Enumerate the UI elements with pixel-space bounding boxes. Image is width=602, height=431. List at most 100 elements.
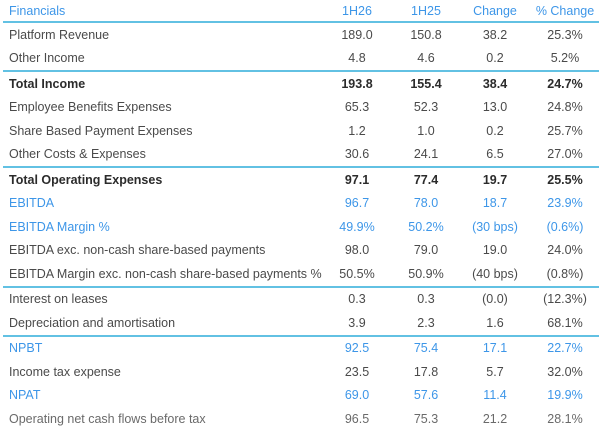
- value-1h26: 193.8: [341, 76, 373, 91]
- row-label: Share Based Payment Expenses: [9, 123, 193, 138]
- value-pct-change: 68.1%: [531, 311, 599, 337]
- value-1h26: 189.0: [341, 27, 373, 42]
- value-1h26: 0.3: [348, 292, 366, 307]
- value-1h26: 65.3: [344, 100, 370, 115]
- header-1h26: 1H26: [321, 0, 393, 23]
- value-pct-change: 25.3%: [547, 27, 583, 42]
- table-row: Total Income 193.8 155.4 38.4 24.7%: [3, 71, 599, 96]
- value-1h25: 52.3: [413, 100, 439, 115]
- value-change: 13.0: [482, 100, 508, 115]
- header-pct-change: % Change: [531, 0, 599, 23]
- value-1h25: 50.9%: [393, 262, 459, 288]
- row-label: Income tax expense: [9, 364, 121, 379]
- table-row: NPAT 69.0 57.6 11.4 19.9%: [3, 384, 599, 408]
- value-1h26: 1.2: [348, 123, 366, 138]
- value-1h25: 155.4: [410, 76, 442, 91]
- table-row: Platform Revenue 189.0 150.8 38.2 25.3%: [3, 22, 599, 47]
- value-change: 6.5: [459, 142, 531, 168]
- value-1h25: 17.8: [413, 364, 439, 379]
- value-1h26: 96.5: [344, 411, 370, 426]
- value-1h25: 75.4: [413, 341, 439, 356]
- value-1h26: 49.9%: [339, 219, 375, 234]
- value-1h26: 30.6: [321, 142, 393, 168]
- value-pct-change: 32.0%: [547, 364, 583, 379]
- row-label: Total Income: [9, 76, 86, 91]
- value-change: 38.2: [482, 27, 508, 42]
- value-pct-change: 27.0%: [531, 142, 599, 168]
- financials-table: Financials 1H26 1H25 Change % Change Pla…: [3, 0, 599, 431]
- value-pct-change: (0.8%): [531, 262, 599, 288]
- header-change: Change: [459, 0, 531, 23]
- value-change: 1.6: [459, 311, 531, 337]
- table-row: Other Income 4.8 4.6 0.2 5.2%: [3, 46, 599, 72]
- value-pct-change: 24.8%: [547, 100, 583, 115]
- value-change: 11.4: [483, 388, 507, 403]
- value-1h25: 50.2%: [408, 219, 444, 234]
- value-1h25: 78.0: [413, 196, 439, 211]
- row-label: Other Income: [3, 46, 321, 72]
- value-1h25: 75.3: [413, 411, 439, 426]
- row-label: NPAT: [9, 388, 41, 403]
- value-1h25: 2.3: [393, 311, 459, 337]
- value-1h26: 50.5%: [321, 262, 393, 288]
- value-change: 5.7: [486, 364, 504, 379]
- value-1h25: 79.0: [413, 243, 439, 258]
- value-pct-change: 24.7%: [547, 76, 583, 91]
- value-pct-change: 23.9%: [547, 196, 583, 211]
- table-row: NPBT 92.5 75.4 17.1 22.7%: [3, 336, 599, 361]
- value-1h26: 69.0: [344, 388, 370, 403]
- table-row: EBITDA Margin % 49.9% 50.2% (30 bps) (0.6%): [3, 215, 599, 239]
- value-1h26: 3.9: [321, 311, 393, 337]
- header-1h25: 1H25: [393, 0, 459, 23]
- value-change: 19.7: [482, 172, 508, 187]
- value-1h26: 4.8: [321, 46, 393, 72]
- table-row: EBITDA exc. non-cash share-based payment…: [3, 239, 599, 263]
- row-label: Operating net cash flows before tax: [9, 411, 206, 426]
- row-label: NPBT: [9, 341, 43, 356]
- value-change: 21.2: [482, 411, 508, 426]
- value-change: 0.2: [486, 123, 504, 138]
- table-row: Total Operating Expenses 97.1 77.4 19.7 25.5…: [3, 167, 599, 192]
- value-change: (30 bps): [472, 219, 518, 234]
- value-1h25: 24.1: [393, 142, 459, 168]
- row-label: EBITDA Margin exc. non-cash share-based …: [3, 262, 322, 288]
- table-row: Interest on leases 0.3 0.3 (0.0) (12.3%): [3, 287, 599, 312]
- table-row: Other Costs & Expenses 30.6 24.1 6.5 27.0%: [3, 142, 599, 168]
- row-label: EBITDA Margin %: [9, 219, 110, 234]
- row-label: Total Operating Expenses: [9, 172, 163, 187]
- header-financials: Financials: [3, 0, 321, 23]
- value-pct-change: 25.7%: [547, 123, 583, 138]
- value-1h26: 96.7: [344, 196, 370, 211]
- value-pct-change: (0.6%): [546, 219, 584, 234]
- value-pct-change: (12.3%): [543, 292, 587, 307]
- value-1h25: 4.6: [393, 46, 459, 72]
- table-row: EBITDA Margin exc. non-cash share-based …: [3, 262, 599, 288]
- value-1h25: 57.6: [413, 388, 439, 403]
- value-1h26: 23.5: [344, 364, 370, 379]
- table-row: Operating net cash flows before tax 96.5 7…: [3, 407, 599, 431]
- value-change: 17.1: [482, 341, 508, 356]
- row-label: EBITDA: [9, 196, 55, 211]
- value-change: 38.4: [482, 76, 508, 91]
- value-pct-change: 22.7%: [547, 341, 583, 356]
- row-label: Depreciation and amortisation: [3, 311, 321, 337]
- value-change: (0.0): [482, 292, 508, 307]
- table-row: Share Based Payment Expenses 1.2 1.0 0.2 25.…: [3, 119, 599, 143]
- row-label: Employee Benefits Expenses: [9, 100, 172, 115]
- table-row: Depreciation and amortisation 3.9 2.3 1.6 68…: [3, 311, 599, 337]
- row-label: Interest on leases: [9, 292, 108, 307]
- table-header-row: Financials 1H26 1H25 Change % Change: [3, 0, 599, 23]
- table-row: EBITDA 96.7 78.0 18.7 23.9%: [3, 192, 599, 216]
- value-1h25: 1.0: [417, 123, 435, 138]
- value-change: (40 bps): [459, 262, 531, 288]
- value-1h26: 97.1: [344, 172, 370, 187]
- value-pct-change: 5.2%: [531, 46, 599, 72]
- value-pct-change: 25.5%: [547, 172, 583, 187]
- value-change: 0.2: [459, 46, 531, 72]
- value-pct-change: 28.1%: [547, 411, 583, 426]
- value-pct-change: 24.0%: [547, 243, 583, 258]
- value-1h26: 92.5: [344, 341, 370, 356]
- value-1h25: 77.4: [413, 172, 439, 187]
- value-1h25: 150.8: [410, 27, 442, 42]
- row-label: Other Costs & Expenses: [3, 142, 321, 168]
